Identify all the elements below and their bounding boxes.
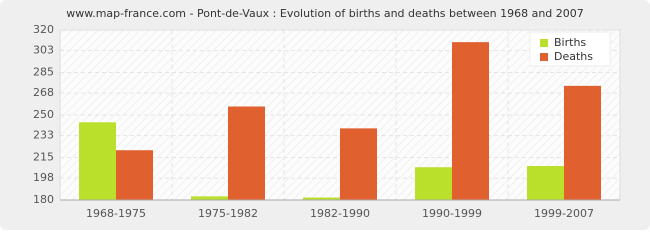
y-tick-label: 198 <box>33 171 54 184</box>
x-tick-label: 1975-1982 <box>198 207 258 220</box>
y-tick-label: 303 <box>33 44 54 57</box>
x-tick-label: 1982-1990 <box>310 207 370 220</box>
bar <box>79 122 116 200</box>
legend-swatch <box>540 53 548 61</box>
legend-swatch <box>540 39 548 47</box>
legend-label: Deaths <box>554 50 593 63</box>
y-tick-label: 215 <box>33 151 54 164</box>
bar <box>191 196 228 200</box>
y-tick-label: 250 <box>33 108 54 121</box>
chart: www.map-france.com - Pont-de-Vaux : Evol… <box>0 0 650 230</box>
bar <box>415 167 452 200</box>
x-tick-label: 1968-1975 <box>86 207 146 220</box>
bar <box>303 197 340 200</box>
bar <box>228 106 265 200</box>
x-tick-label: 1999-2007 <box>534 207 594 220</box>
y-tick-label: 268 <box>33 86 54 99</box>
legend-label: Births <box>554 36 586 49</box>
bar <box>452 42 489 201</box>
bar <box>116 150 153 200</box>
chart-title: www.map-france.com - Pont-de-Vaux : Evol… <box>66 7 584 20</box>
bar <box>564 85 601 200</box>
y-tick-label: 233 <box>33 129 54 142</box>
x-tick-label: 1990-1999 <box>422 207 482 220</box>
bar <box>527 166 564 200</box>
y-tick-label: 180 <box>33 193 54 206</box>
bar <box>340 128 377 200</box>
page: www.map-france.com - Pont-de-Vaux : Evol… <box>0 0 650 230</box>
y-tick-label: 320 <box>33 23 54 36</box>
y-tick-label: 285 <box>33 66 54 79</box>
